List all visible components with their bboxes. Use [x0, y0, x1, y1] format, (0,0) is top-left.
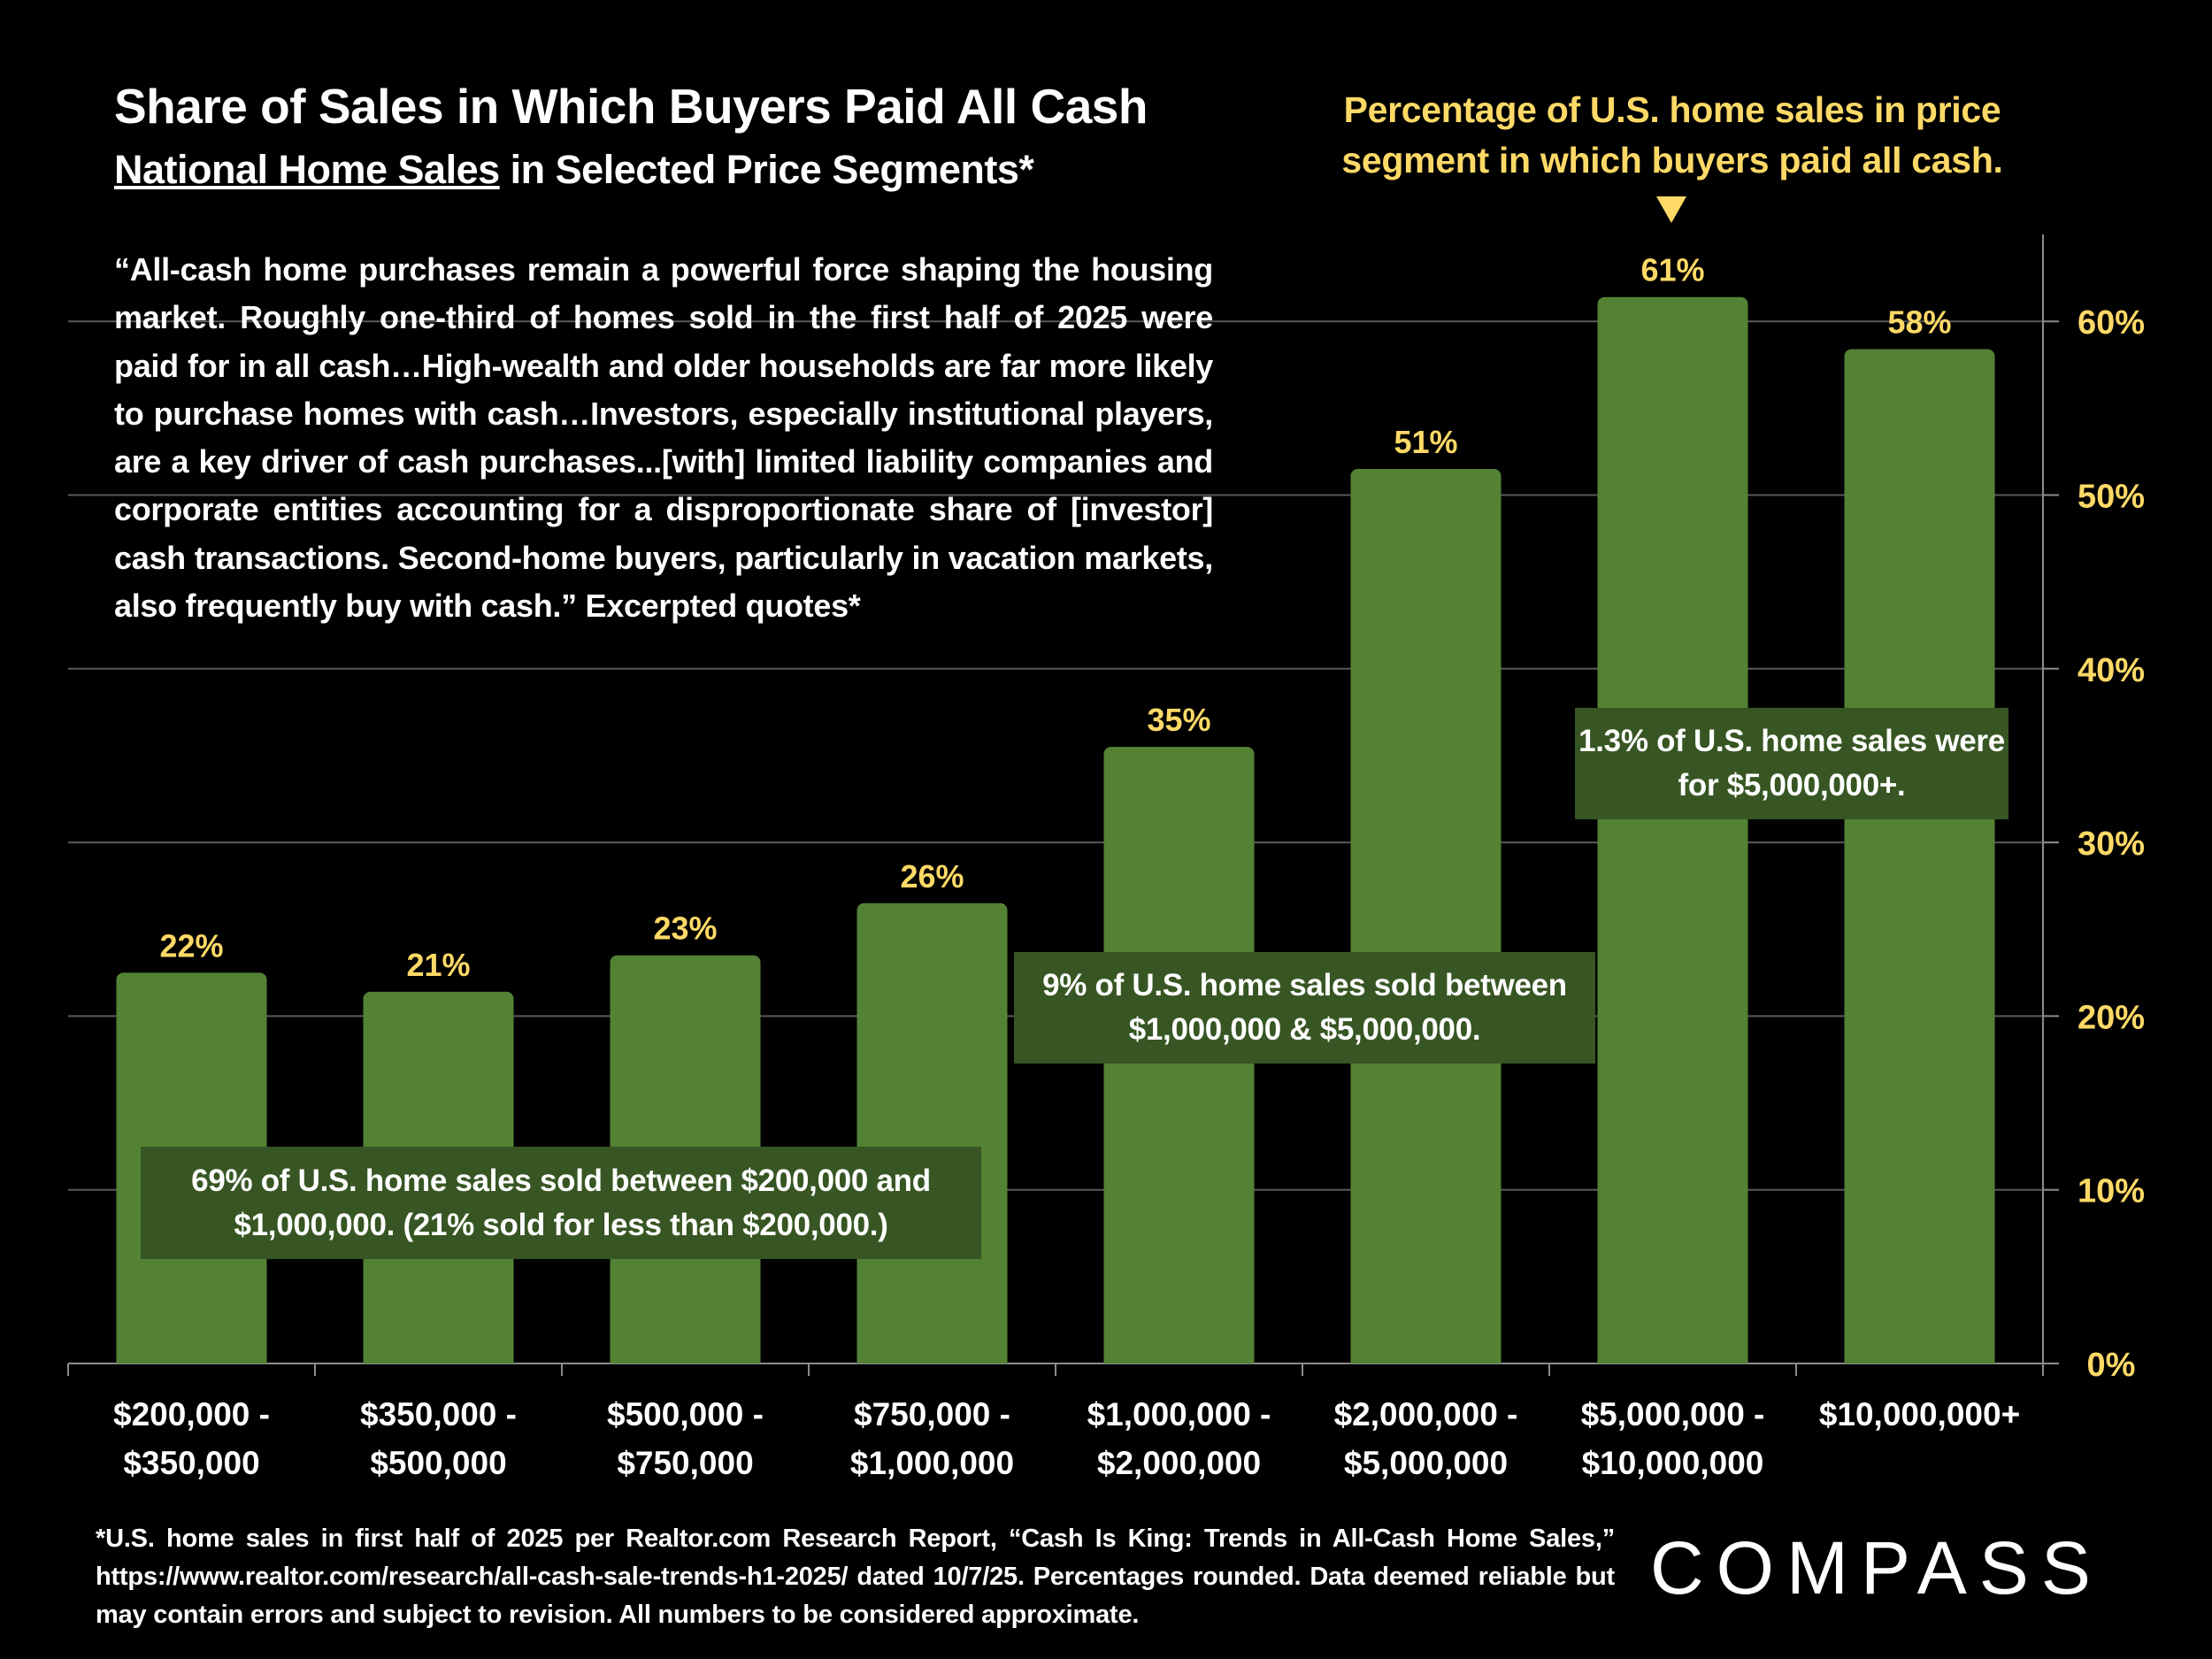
data-label: 61%: [1640, 252, 1704, 288]
y-tick-label: 10%: [2078, 1173, 2145, 1210]
bar: [856, 902, 1008, 1363]
y-tick-label: 0%: [2087, 1347, 2136, 1384]
chart-title: Share of Sales in Which Buyers Paid All …: [114, 79, 1148, 134]
x-tick-label: $350,000 -: [360, 1396, 517, 1432]
data-label: 58%: [1887, 304, 1951, 341]
y-tick-label: 60%: [2078, 304, 2145, 342]
bar-base: [1350, 1355, 1502, 1363]
annotation-high-segment: 1.3% of U.S. home sales were for $5,000,…: [1575, 708, 2008, 819]
compass-logo: COMPASS: [1650, 1526, 2103, 1609]
bar: [1844, 349, 1995, 1363]
quote-text: “All-cash home purchases remain a powerf…: [114, 251, 1213, 625]
bar: [1597, 296, 1748, 1363]
bar-base: [856, 1355, 1008, 1363]
data-label: 35%: [1147, 702, 1210, 738]
x-tick-label: $5,000,000: [1344, 1445, 1508, 1481]
bar-base: [363, 1355, 514, 1363]
x-tick-label: $10,000,000+: [1819, 1396, 2020, 1432]
bar-base: [610, 1355, 761, 1363]
x-tick-label: $5,000,000 -: [1581, 1396, 1765, 1432]
x-tick-label: $500,000: [370, 1445, 506, 1481]
x-tick-label: $1,000,000 -: [1087, 1396, 1271, 1432]
x-tick-label: $500,000 -: [607, 1396, 764, 1432]
y-tick-label: 20%: [2078, 999, 2145, 1036]
data-label: 51%: [1394, 424, 1457, 460]
footnote: *U.S. home sales in first half of 2025 p…: [96, 1525, 1615, 1629]
x-tick-label: $2,000,000 -: [1334, 1396, 1518, 1432]
down-arrow-icon: [1656, 196, 1686, 223]
bar-base: [116, 1355, 267, 1363]
data-label: 23%: [653, 910, 717, 947]
chart-subtitle: National Home Sales in Selected Price Se…: [114, 147, 1034, 193]
subtitle-underlined: National Home Sales: [114, 147, 500, 192]
x-tick-label: $750,000 -: [854, 1396, 1010, 1432]
bar-base: [1103, 1355, 1255, 1363]
chart-note: Percentage of U.S. home sales in price s…: [1341, 89, 2003, 180]
y-tick-label: 30%: [2078, 826, 2145, 863]
data-label: 21%: [406, 947, 470, 983]
x-tick-label: $2,000,000: [1097, 1445, 1261, 1481]
data-label: 26%: [900, 858, 964, 895]
x-tick-label: $750,000: [617, 1445, 753, 1481]
y-tick-label: 50%: [2078, 479, 2145, 516]
x-tick-label: $1,000,000: [850, 1445, 1014, 1481]
bar-base: [1597, 1355, 1748, 1363]
bar-base: [1844, 1355, 1995, 1363]
data-label: 22%: [159, 927, 223, 964]
bar: [1350, 469, 1502, 1363]
x-tick-label: $10,000,000: [1582, 1445, 1764, 1481]
annotation-low-segment: 69% of U.S. home sales sold between $200…: [141, 1147, 981, 1259]
subtitle-rest: in Selected Price Segments*: [499, 147, 1034, 192]
annotation-mid-segment: 9% of U.S. home sales sold between $1,00…: [1014, 952, 1595, 1064]
x-tick-label: $200,000 -: [113, 1396, 270, 1432]
y-tick-label: 40%: [2078, 652, 2145, 689]
x-tick-label: $350,000: [123, 1445, 259, 1481]
